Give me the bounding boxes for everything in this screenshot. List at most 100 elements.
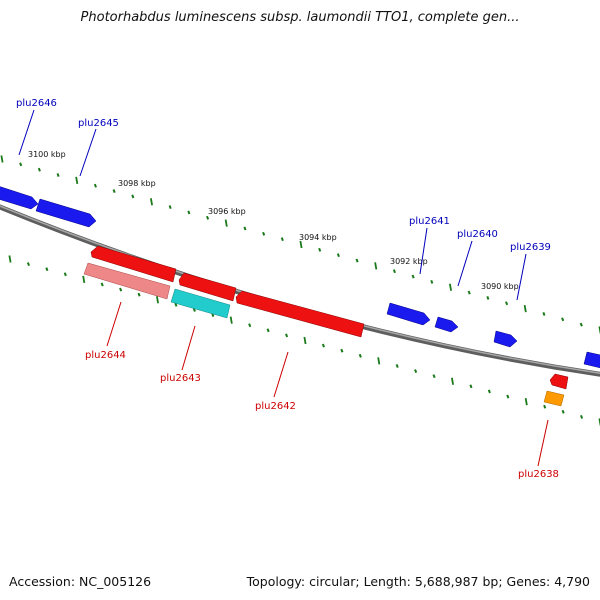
upper-tick [467, 290, 471, 295]
upper-tick [561, 317, 565, 322]
lower-tick [321, 343, 325, 348]
gene-label-plu2645[interactable]: plu2645 [78, 118, 119, 129]
upper-tick [75, 176, 79, 185]
lower-tick [63, 272, 67, 277]
lower-tick [561, 409, 565, 414]
upper-tick [150, 198, 153, 206]
lower-tick [192, 307, 196, 312]
gene-plu2643-upper-feature[interactable] [178, 272, 237, 302]
upper-tick [93, 183, 97, 188]
gene-plu2642-feature[interactable] [235, 290, 365, 338]
gene-plu2638-feature[interactable] [543, 390, 565, 407]
leader-plu2639 [516, 253, 527, 301]
upper-tick [411, 274, 415, 279]
gene-label-plu2646[interactable]: plu2646 [16, 98, 57, 109]
gene-plu2644-upper-feature[interactable] [90, 245, 177, 283]
leader-plu2641 [419, 227, 428, 275]
leader-plu2644 [106, 301, 122, 347]
gene-label-plu2643[interactable]: plu2643 [160, 373, 201, 384]
gene-plu2643-feature[interactable] [170, 288, 231, 319]
lower-tick [119, 287, 123, 292]
leader-plu2638 [537, 419, 549, 467]
gene-plu2638-upper-feature[interactable] [549, 373, 569, 390]
lower-tick [8, 255, 12, 263]
upper-tick [131, 194, 135, 199]
lower-tick [137, 292, 141, 297]
gene-plu2639-feature[interactable] [493, 330, 518, 348]
gene-label-plu2642[interactable]: plu2642 [255, 401, 296, 412]
upper-tick [19, 162, 23, 167]
lower-tick [266, 328, 270, 333]
leader-plu2643 [181, 325, 196, 371]
lower-tick [395, 364, 399, 368]
leader-plu2646 [18, 109, 35, 156]
upper-tick [430, 279, 434, 284]
accession-text: Accession: NC_005126 [9, 574, 152, 589]
lower-tick [82, 275, 86, 284]
lower-tick [26, 262, 30, 267]
upper-tick [299, 240, 303, 249]
upper-tick [374, 262, 378, 270]
upper-tick [336, 253, 340, 258]
leader-plu2640 [457, 240, 473, 287]
scale-label-3094: 3094 kbp [299, 233, 337, 242]
lower-tick [432, 374, 436, 379]
lower-tick [414, 369, 418, 374]
scale-label-3092: 3092 kbp [390, 257, 428, 266]
upper-tick [542, 312, 546, 316]
gene-label-plu2641[interactable]: plu2641 [409, 216, 450, 227]
lower-tick [487, 389, 491, 394]
lower-tick [524, 397, 528, 406]
gene-label-plu2640[interactable]: plu2640 [457, 229, 498, 240]
lower-tick [285, 333, 289, 338]
lower-tick [248, 323, 252, 328]
upper-tick [318, 247, 322, 252]
gene-labels: plu2646 plu2645 plu2641 plu2640 plu2639 … [16, 98, 559, 480]
scale-label-3090: 3090 kbp [481, 282, 519, 291]
scale-label-3098: 3098 kbp [118, 179, 156, 188]
leader-plu2645 [79, 128, 97, 177]
upper-tick [355, 258, 359, 263]
upper-tick [37, 167, 41, 172]
scale-label-3096: 3096 kbp [208, 207, 246, 216]
lower-tick [45, 267, 49, 272]
upper-tick [187, 210, 191, 215]
upper-tick [0, 155, 4, 163]
leader-plu2642 [273, 351, 289, 398]
forward-strand-genes [0, 185, 600, 369]
upper-tick [112, 189, 116, 194]
lower-tick [377, 357, 381, 365]
upper-tick [206, 215, 210, 220]
gene-plu2644-feature[interactable] [83, 262, 171, 300]
label-leaders [18, 109, 549, 467]
genome-summary-text: Topology: circular; Length: 5,688,987 bp… [246, 574, 590, 589]
gene-plu2646-feature[interactable] [0, 185, 39, 210]
gene-plu2640-feature[interactable] [434, 316, 459, 333]
upper-tick [505, 301, 509, 306]
upper-tick [392, 269, 396, 274]
upper-tick [449, 283, 452, 291]
gene-plu2641-feature[interactable] [386, 302, 431, 326]
gene-label-plu2644[interactable]: plu2644 [85, 350, 126, 361]
lower-tick [229, 316, 233, 324]
lower-tick [340, 348, 344, 353]
lower-tick [580, 414, 584, 419]
upper-tick [243, 226, 247, 231]
upper-tick [579, 322, 583, 327]
upper-tick [224, 219, 228, 227]
lower-tick [100, 282, 104, 287]
gene-edge-forward-feature[interactable] [583, 351, 600, 369]
gene-plu2645-feature[interactable] [35, 198, 97, 228]
gene-label-plu2638[interactable]: plu2638 [518, 469, 559, 480]
upper-tick [523, 304, 527, 313]
lower-tick [156, 296, 159, 304]
lower-tick [506, 394, 510, 399]
upper-tick [486, 295, 490, 300]
tick-marks [0, 155, 600, 426]
lower-tick [358, 353, 362, 358]
upper-tick [168, 205, 172, 210]
gene-label-plu2639[interactable]: plu2639 [510, 242, 551, 253]
lower-tick [469, 384, 473, 389]
lower-tick [303, 336, 307, 345]
